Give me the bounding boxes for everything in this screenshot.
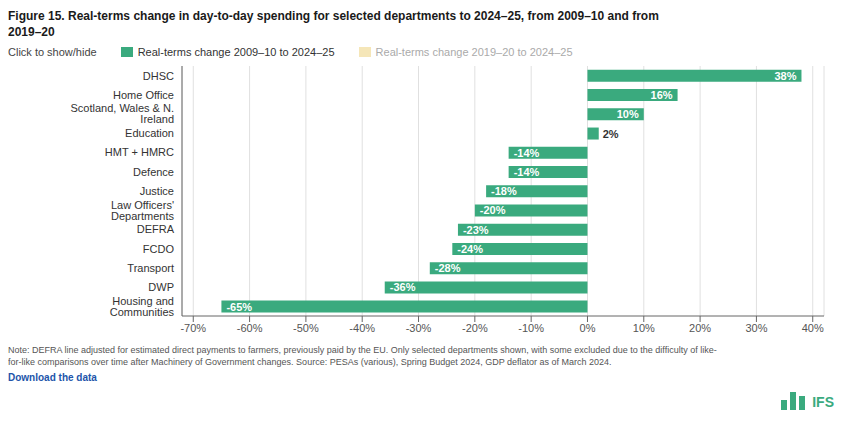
html-text:IFS: IFS <box>812 394 834 410</box>
svg-text:DHSC: DHSC <box>143 70 174 82</box>
svg-text:Defence: Defence <box>133 166 174 178</box>
svg-text:Education: Education <box>125 127 174 139</box>
svg-text:-10%: -10% <box>518 322 544 334</box>
svg-text:20%: 20% <box>689 322 711 334</box>
html-text:Download the data: Download the data <box>8 372 97 383</box>
svg-text:30%: 30% <box>745 322 767 334</box>
svg-text:Housing andCommunities: Housing andCommunities <box>110 295 175 318</box>
svg-text:Transport: Transport <box>127 262 174 274</box>
svg-text:-18%: -18% <box>491 185 517 197</box>
svg-text:40%: 40% <box>802 322 824 334</box>
html-text:Figure 15. Real-terms change i: Figure 15. Real-terms change in day-to-d… <box>8 9 659 39</box>
html-text:Real-terms change 2019–20 to 2: Real-terms change 2019–20 to 2024–25 <box>375 46 573 58</box>
svg-text:10%: 10% <box>617 108 639 120</box>
svg-text:DWP: DWP <box>148 281 174 293</box>
svg-text:DEFRA: DEFRA <box>137 223 175 235</box>
svg-text:-14%: -14% <box>514 147 540 159</box>
svg-text:10%: 10% <box>633 322 655 334</box>
svg-text:-14%: -14% <box>514 166 540 178</box>
svg-text:Home Office: Home Office <box>113 89 174 101</box>
svg-text:2%: 2% <box>603 128 619 140</box>
svg-text:Justice: Justice <box>140 185 174 197</box>
svg-text:-30%: -30% <box>406 322 432 334</box>
html-text:Real-terms change 2009–10 to 2: Real-terms change 2009–10 to 2024–25 <box>137 46 335 58</box>
svg-text:-20%: -20% <box>462 322 488 334</box>
svg-text:-24%: -24% <box>457 243 483 255</box>
svg-text:Law Officers'Departments: Law Officers'Departments <box>111 199 175 222</box>
svg-text:-20%: -20% <box>480 204 506 216</box>
svg-text:-65%: -65% <box>226 301 252 313</box>
html-text:Click to show/hide: Click to show/hide <box>8 46 97 58</box>
svg-text:-28%: -28% <box>435 262 461 274</box>
svg-text:0%: 0% <box>580 322 596 334</box>
svg-text:16%: 16% <box>651 89 673 101</box>
svg-text:Scotland, Wales & N.Ireland: Scotland, Wales & N.Ireland <box>70 102 174 125</box>
svg-text:-40%: -40% <box>349 322 375 334</box>
svg-text:-60%: -60% <box>237 322 263 334</box>
svg-text:-70%: -70% <box>180 322 206 334</box>
html-text:Note: DEFRA line adjusted for: Note: DEFRA line adjusted for estimated … <box>8 345 717 367</box>
svg-text:-36%: -36% <box>390 281 416 293</box>
svg-text:38%: 38% <box>774 70 796 82</box>
svg-text:FCDO: FCDO <box>143 243 175 255</box>
svg-text:-23%: -23% <box>463 224 489 236</box>
svg-text:HMT + HMRC: HMT + HMRC <box>105 146 174 158</box>
svg-text:-50%: -50% <box>293 322 319 334</box>
